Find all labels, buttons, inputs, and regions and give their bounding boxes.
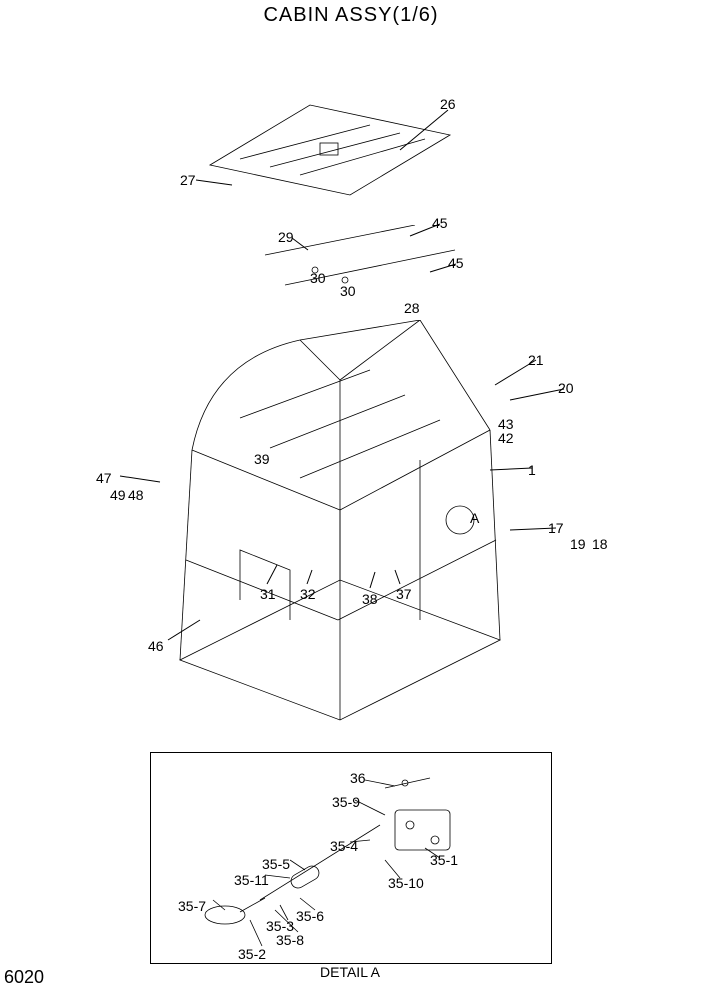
detail-a-diagram bbox=[170, 770, 530, 950]
detail-a-label: DETAIL A bbox=[320, 964, 380, 980]
page-number: 6020 bbox=[4, 967, 44, 988]
leader-lines bbox=[0, 0, 702, 760]
page-root: { "title": "CABIN ASSY(1/6)", "page_numb… bbox=[0, 0, 702, 992]
